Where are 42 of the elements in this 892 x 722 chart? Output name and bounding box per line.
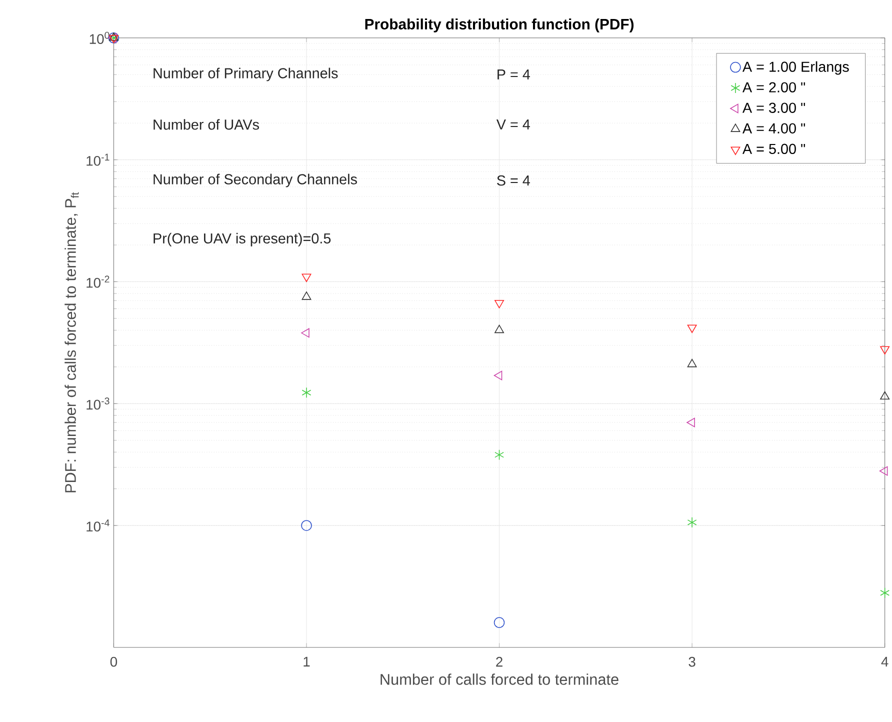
annotation: Number of Primary Channels (154, 68, 338, 82)
y-axis-title: PDF: number of calls forced to terminate, P$_{ft}$ (64, 192, 79, 492)
point (880, 346, 890, 354)
point (301, 328, 310, 338)
point (686, 418, 695, 428)
x-tick-label: 0 (110, 656, 118, 667)
point (302, 387, 312, 398)
point (302, 291, 312, 300)
point (687, 358, 697, 368)
point (301, 520, 312, 531)
legend-label: A = 4.00 " (742, 123, 806, 134)
point (494, 370, 502, 380)
point (494, 300, 504, 308)
chart-title: Probability distribution function (PDF) (365, 18, 634, 32)
annotation: Number of Secondary Channels (154, 174, 357, 188)
annotation: S = 4 (497, 175, 530, 186)
y-tick-label: 10$^{-2}$ (86, 276, 110, 288)
legend-label: A = 2.00 " (742, 82, 806, 92)
point (880, 587, 890, 598)
legend-label: A = 5.00 " (742, 144, 806, 154)
point (879, 466, 888, 476)
x-tick-label: 1 (304, 656, 310, 666)
point (880, 391, 890, 400)
annotation: Pr(One UAV is present)=0.5 (154, 232, 331, 246)
annotation: Number of UAVs (154, 119, 259, 130)
point (687, 324, 697, 333)
point (302, 274, 312, 282)
annotation: V = 4 (496, 119, 530, 130)
x-tick-label: 4 (881, 656, 888, 666)
legend-label: A = 1.00 Erlangs (742, 61, 849, 75)
point (494, 449, 504, 460)
x-axis-title: Number of calls forced to terminate (380, 673, 618, 685)
point (687, 516, 697, 528)
legend-label: A = 3.00 " (742, 102, 806, 113)
annotation: P = 4 (498, 69, 530, 80)
point (494, 324, 504, 334)
y-tick-label: 10$^{-1}$ (86, 154, 110, 166)
x-tick-label: 2 (496, 656, 502, 667)
y-tick-label: 10$^{-3}$ (86, 397, 110, 410)
y-tick-label: 10$^{-4}$ (86, 519, 110, 532)
point (494, 617, 505, 628)
x-tick-label: 3 (688, 656, 696, 667)
